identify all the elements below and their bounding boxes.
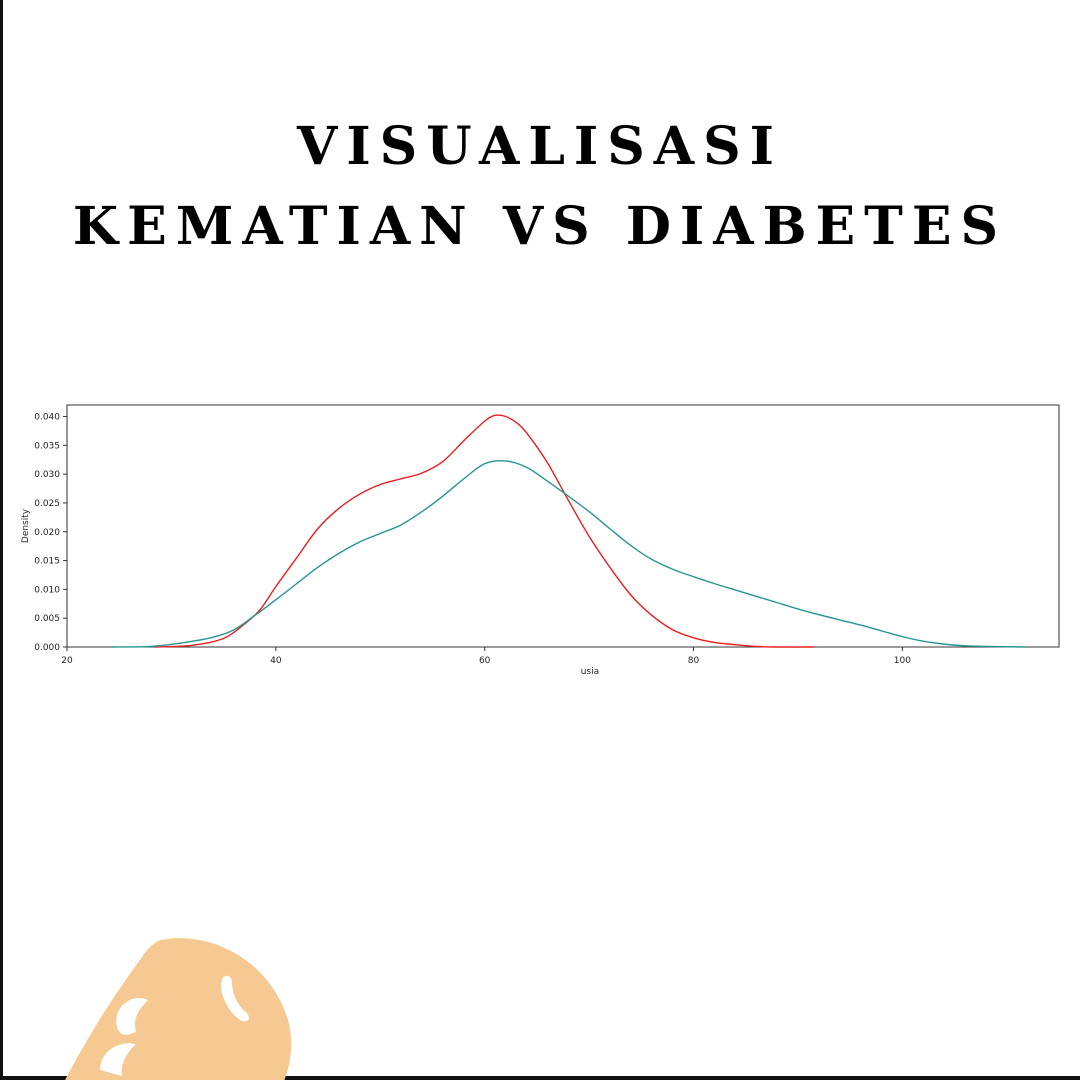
x-axis-label: usia bbox=[581, 667, 599, 677]
y-tick-label: 0.040 bbox=[34, 413, 60, 423]
x-tick-label: 80 bbox=[688, 656, 700, 666]
logo-swirl-mark bbox=[116, 998, 148, 1035]
x-tick-label: 40 bbox=[270, 656, 282, 666]
plot-frame bbox=[66, 404, 1060, 648]
y-tick-label: 0.015 bbox=[34, 557, 60, 567]
density-line-series-1 bbox=[155, 414, 814, 648]
x-tick-label: 60 bbox=[479, 656, 491, 666]
y-tick-label: 0.035 bbox=[34, 441, 60, 451]
mask-logo-icon bbox=[65, 938, 292, 1080]
x-tick-label: 100 bbox=[894, 656, 911, 666]
bottom-border bbox=[0, 1076, 1080, 1080]
logo-eye-mark bbox=[221, 975, 249, 1022]
x-tick-label: 20 bbox=[61, 656, 73, 666]
logo-mask-shape bbox=[65, 938, 292, 1080]
y-tick-label: 0.005 bbox=[34, 614, 60, 624]
density-line-series-2 bbox=[110, 459, 1026, 648]
page-title-line-1: VISUALISASI bbox=[297, 116, 783, 177]
y-axis-label: Density bbox=[21, 508, 31, 543]
density-chart: 20 40 60 80 100 0.000 0.005 0.010 0.015 0.020 0.02… bbox=[21, 404, 1060, 677]
y-tick-label: 0.010 bbox=[34, 585, 60, 595]
y-tick-label: 0.030 bbox=[34, 470, 60, 480]
y-tick-label: 0.025 bbox=[34, 499, 60, 509]
left-border bbox=[0, 0, 3, 1080]
page-title-line-2: KEMATIAN VS DIABETES bbox=[72, 196, 1008, 257]
y-tick-label: 0.000 bbox=[34, 643, 60, 653]
y-tick-label: 0.020 bbox=[34, 528, 60, 538]
logo-swirl-mark-2 bbox=[100, 1043, 136, 1076]
